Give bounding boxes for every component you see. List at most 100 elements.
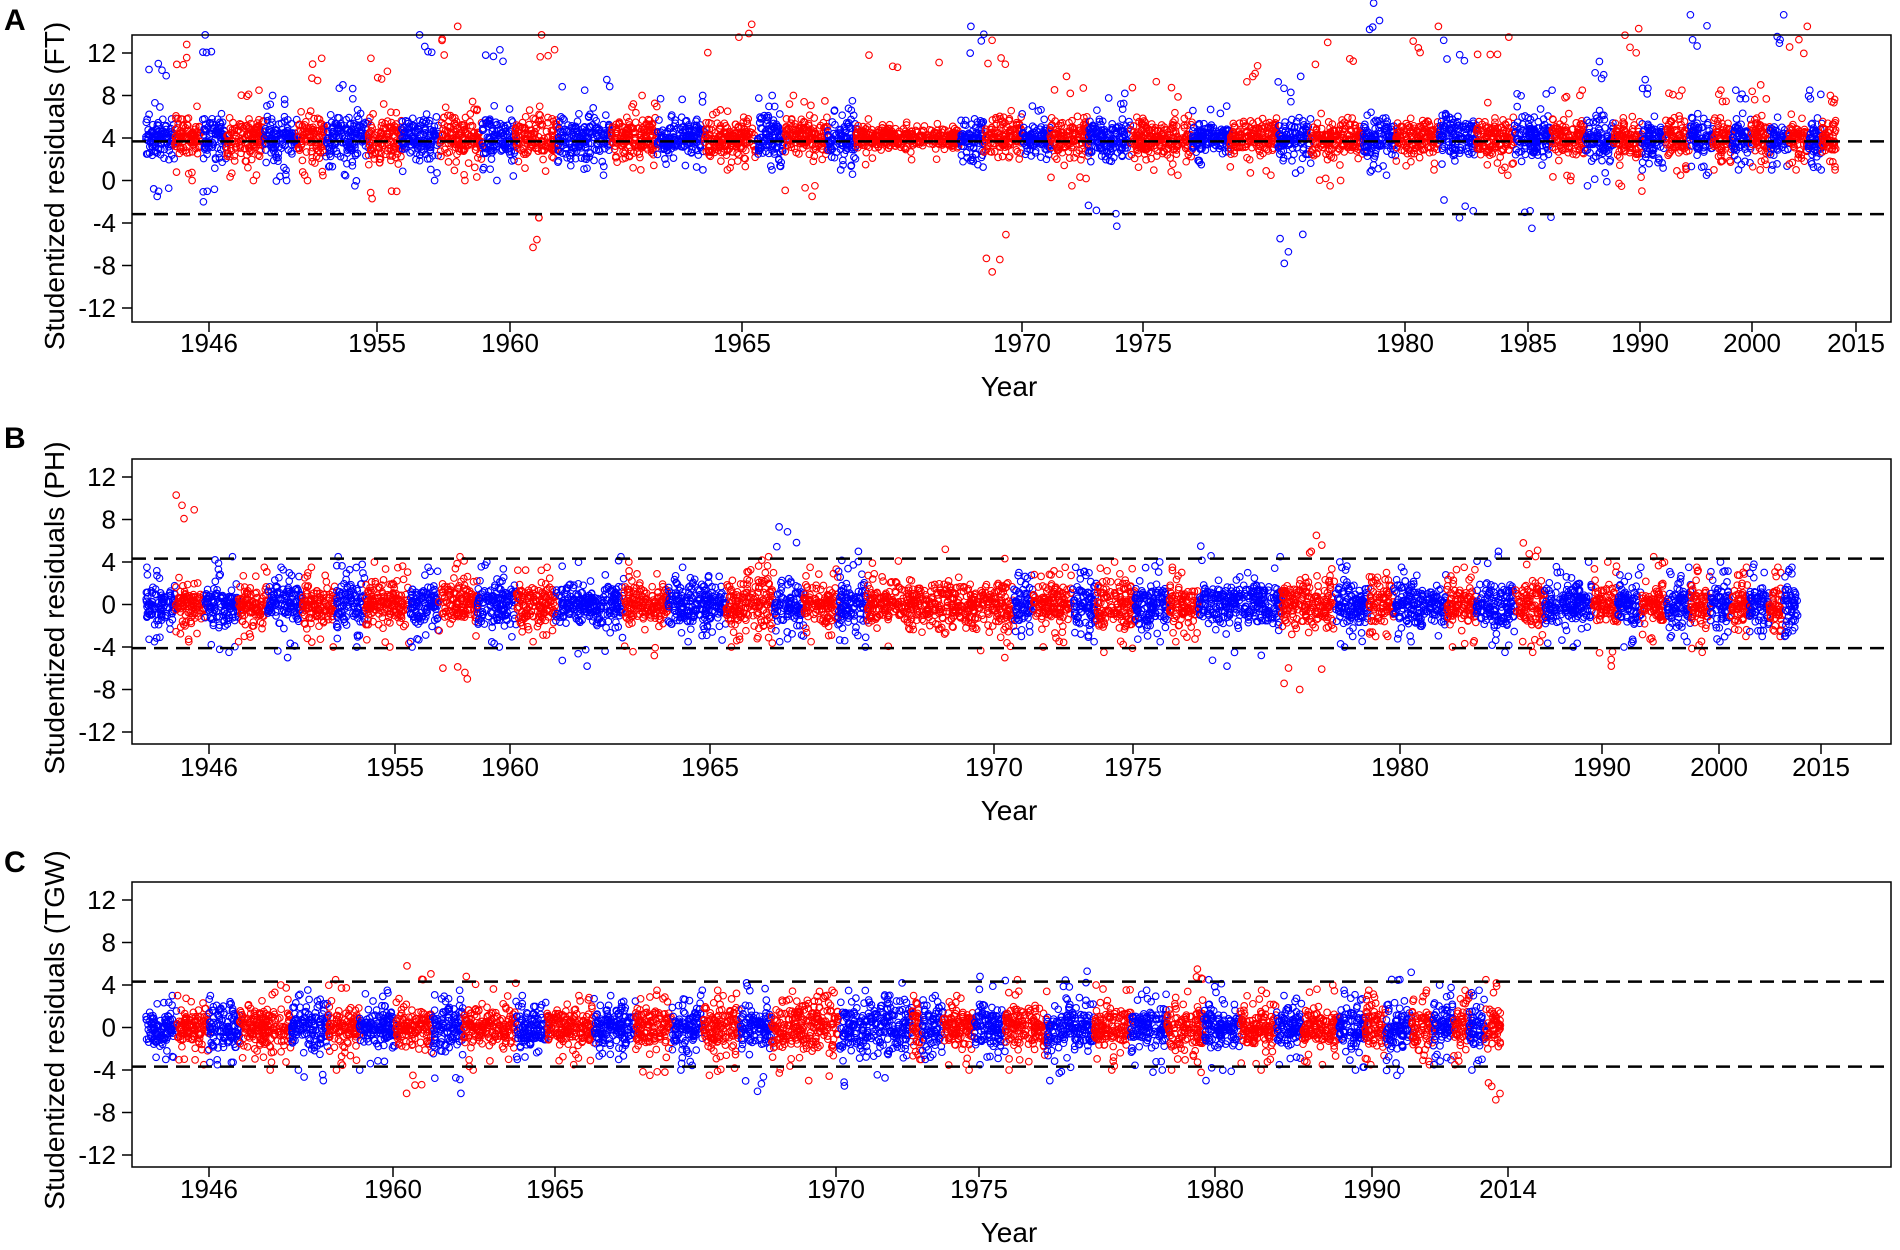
panel-a-xtick-label: 1946 (180, 328, 238, 358)
panel-a-point (1085, 202, 1092, 209)
panel-a-point (299, 157, 306, 164)
panel-a-point (869, 155, 876, 162)
panel-a-point (604, 76, 611, 83)
panel-a-point (445, 159, 452, 166)
panel-a-point (384, 68, 391, 75)
panel-a-point (590, 105, 597, 112)
panel-a-point (1153, 78, 1160, 85)
panel-a-point (1440, 37, 1447, 44)
panel-a-point (304, 177, 311, 184)
panel-a-point (165, 185, 172, 192)
panel-a-point (638, 167, 645, 174)
panel-a-point (1154, 153, 1161, 160)
panel-a-yticks: 12 8 4 0 -4 -8 -12 (78, 38, 132, 323)
panel-a-point (999, 153, 1006, 160)
panel-a-point (1307, 160, 1314, 167)
panel-a-point (368, 55, 375, 62)
panel-a-point (263, 159, 270, 166)
panel-a-point (746, 30, 753, 37)
panel-a-point (298, 109, 305, 116)
panel-a-point (1003, 231, 1010, 238)
panel-a-point (1410, 38, 1417, 45)
panel-a-point (303, 149, 310, 156)
panel-a-point (1444, 56, 1451, 63)
panel-a-point (1285, 249, 1292, 256)
panel-a-point (1061, 162, 1068, 169)
panel-a-point (200, 155, 207, 162)
panel-a-point (433, 114, 440, 121)
panel-a-point (591, 157, 598, 164)
panel-a-point (200, 199, 207, 206)
panel-a-point (536, 103, 543, 110)
panel-a-point (522, 114, 529, 121)
panel-a-xtick-label: 1960 (481, 328, 539, 358)
panel-a-point (160, 116, 167, 123)
panel-a-point (1505, 172, 1512, 179)
panel-a-letter: A (4, 4, 26, 37)
panel-a-point (1051, 87, 1058, 94)
panel-a-point (1288, 98, 1295, 105)
panel-a-xtick-label: 1970 (993, 328, 1051, 358)
panel-a: A Studentized residuals (FT) 12 8 4 0 -4… (4, 0, 1891, 402)
panel-a-point (534, 236, 541, 243)
panel-a-point (576, 111, 583, 118)
panel-a-point (159, 67, 166, 74)
panel-a-point (509, 158, 516, 165)
panel-a-point (812, 183, 819, 190)
panel-a-point (1002, 61, 1009, 68)
panel-a-point (1168, 169, 1175, 176)
panel-a-point (997, 256, 1004, 263)
panel-a-ytick-label: 4 (102, 123, 116, 153)
panel-a-point (1318, 110, 1325, 117)
panel-a-point (245, 91, 252, 98)
panel-a-point (670, 155, 677, 162)
panel-a-point (542, 168, 549, 175)
panel-a-point (250, 177, 257, 184)
panel-a-ytick-label: -12 (78, 293, 116, 323)
panel-a-point (281, 101, 288, 108)
panel-a-point (657, 95, 664, 102)
panel-a-point (472, 164, 479, 171)
panel-a-point (1151, 167, 1158, 174)
panel-a-point (146, 66, 153, 73)
panel-a-point (802, 185, 809, 192)
panel-a-point (428, 166, 435, 173)
panel-a-point (537, 54, 544, 61)
panel-a-point (1217, 110, 1224, 117)
panel-a-point (839, 112, 846, 119)
panel-a-point (180, 61, 187, 68)
panel-a-point (983, 255, 990, 262)
panel-a-xticks: 1946 1955 1960 1965 1970 1975 1980 1985 … (180, 322, 1885, 358)
panel-a-ytick-label: 8 (102, 81, 116, 111)
panel-a-xtick-label: 1985 (1499, 328, 1557, 358)
panel-a-point (469, 98, 476, 105)
panel-a-point (693, 164, 700, 171)
panel-a-point (422, 43, 429, 50)
panel-a-point (769, 92, 776, 99)
panel-a-point (1207, 106, 1214, 113)
panel-a-point (318, 55, 325, 62)
panel-a-point (908, 156, 915, 163)
panel-a-point (1494, 51, 1501, 58)
panel-a-point (320, 172, 327, 179)
panel-a-point (933, 156, 940, 163)
panel-a-ytick-label: 0 (102, 166, 116, 196)
panel-a-point (769, 167, 776, 174)
panel-a-point (981, 31, 988, 38)
panel-a-point (1268, 172, 1275, 179)
panel-a-point (526, 107, 533, 114)
panel-a-point (506, 106, 513, 113)
panel-a-point (600, 172, 607, 179)
panel-a-point (581, 87, 588, 94)
panel-a-point (603, 112, 610, 119)
panel-a-point (374, 74, 381, 81)
panel-a-point (441, 52, 448, 59)
panel-a-point (442, 104, 449, 111)
panel-a-point (399, 168, 406, 175)
panel-a-point (1456, 51, 1463, 58)
panel-a-point (782, 187, 789, 194)
panel-a-point (936, 59, 943, 66)
panel-a-point (510, 173, 517, 180)
panel-a-point (705, 49, 712, 56)
panel-a-point (968, 23, 975, 30)
